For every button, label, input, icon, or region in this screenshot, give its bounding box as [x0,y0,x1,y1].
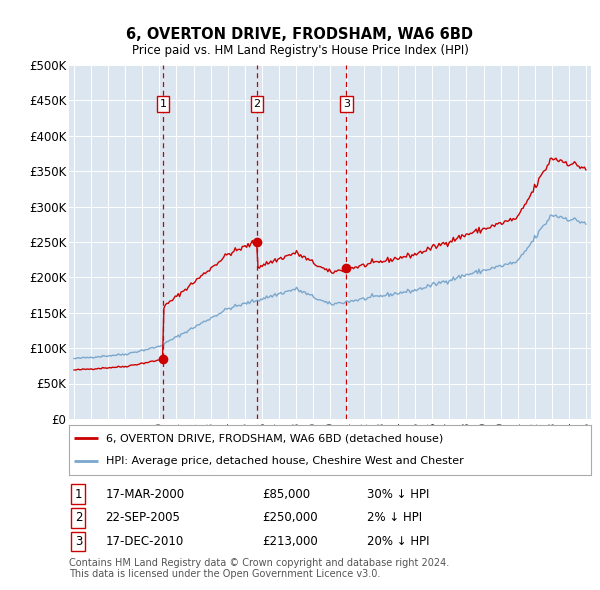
Text: 17-DEC-2010: 17-DEC-2010 [106,535,184,548]
Text: HPI: Average price, detached house, Cheshire West and Chester: HPI: Average price, detached house, Ches… [106,457,463,467]
Text: 17-MAR-2000: 17-MAR-2000 [106,487,185,501]
Text: 3: 3 [75,535,82,548]
Text: 6, OVERTON DRIVE, FRODSHAM, WA6 6BD (detached house): 6, OVERTON DRIVE, FRODSHAM, WA6 6BD (det… [106,433,443,443]
Text: 3: 3 [343,99,350,109]
Text: 1: 1 [160,99,166,109]
Text: 2% ↓ HPI: 2% ↓ HPI [367,511,422,525]
Text: 1: 1 [74,487,82,501]
Text: 20% ↓ HPI: 20% ↓ HPI [367,535,429,548]
Text: 30% ↓ HPI: 30% ↓ HPI [367,487,429,501]
Text: £85,000: £85,000 [262,487,310,501]
Text: Price paid vs. HM Land Registry's House Price Index (HPI): Price paid vs. HM Land Registry's House … [131,44,469,57]
Text: Contains HM Land Registry data © Crown copyright and database right 2024.
This d: Contains HM Land Registry data © Crown c… [69,558,449,579]
Text: 2: 2 [253,99,260,109]
Text: £250,000: £250,000 [262,511,318,525]
Text: 6, OVERTON DRIVE, FRODSHAM, WA6 6BD: 6, OVERTON DRIVE, FRODSHAM, WA6 6BD [127,27,473,41]
Text: 22-SEP-2005: 22-SEP-2005 [106,511,181,525]
Text: £213,000: £213,000 [262,535,318,548]
Text: 2: 2 [74,511,82,525]
